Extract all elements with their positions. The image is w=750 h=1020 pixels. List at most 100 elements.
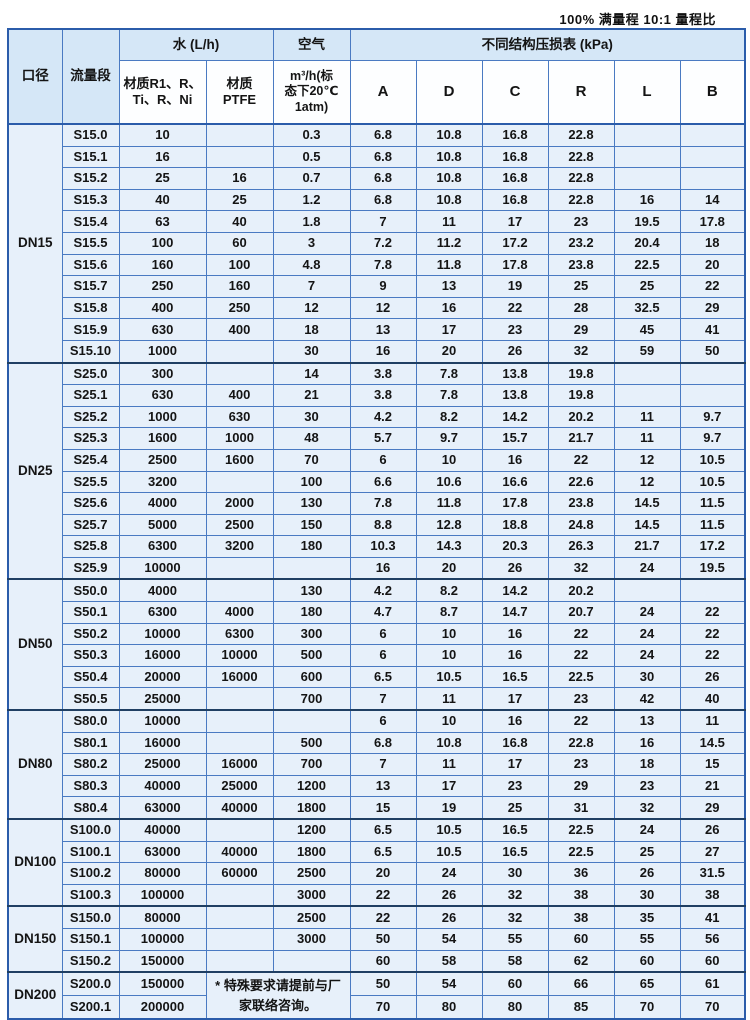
water-ptfe-cell: 400 [205, 318, 274, 341]
water-r1-cell: 5000 [118, 513, 207, 537]
table-row: S50.1 6300 4000 180 4.7 8.7 14.7 20.7 24 22 [8, 601, 746, 624]
header-kpa-d: D [415, 60, 483, 125]
kpa-l-cell: 19.5 [613, 210, 681, 233]
water-r1-cell: 400 [118, 296, 207, 320]
kpa-c-cell: 20.3 [481, 535, 549, 558]
kpa-c-cell: 16.8 [481, 188, 549, 212]
kpa-l-cell: 26 [613, 862, 681, 885]
water-ptfe-cell [205, 905, 274, 929]
flow-segment-cell: S50.0 [61, 578, 120, 603]
kpa-c-cell: 17.8 [481, 492, 549, 515]
diameter-cell: DN15 [7, 123, 63, 364]
kpa-l-cell: 55 [613, 927, 681, 951]
diameter-cell: DN100 [7, 818, 63, 907]
table-row: S50.5 25000 700 7 11 17 23 42 40 [8, 687, 746, 711]
air-flow-cell: 7 [272, 275, 351, 298]
kpa-a-cell: 22 [349, 905, 417, 929]
diameter-cell: DN25 [7, 362, 63, 580]
table-row: S100.3 100000 3000 22 26 32 38 30 38 [8, 883, 746, 907]
kpa-r-cell: 62 [547, 949, 615, 973]
air-flow-cell: 500 [272, 731, 351, 755]
flow-segment-cell: S150.0 [61, 905, 120, 929]
kpa-r-cell: 66 [547, 971, 615, 997]
kpa-c-cell: 16 [481, 622, 549, 646]
kpa-a-cell: 6.5 [349, 840, 417, 864]
kpa-b-cell: 40 [679, 687, 746, 711]
kpa-r-cell: 85 [547, 995, 615, 1020]
water-r1-cell: 10000 [118, 556, 207, 580]
water-ptfe-cell [205, 145, 274, 169]
table-row: S15.8 400 250 12 12 16 22 28 32.5 29 [8, 296, 746, 320]
kpa-a-cell: 60 [349, 949, 417, 973]
flow-segment-cell: S50.5 [61, 687, 120, 711]
kpa-b-cell: 61 [679, 971, 746, 997]
kpa-r-cell: 38 [547, 883, 615, 907]
kpa-l-cell: 22.5 [613, 253, 681, 277]
kpa-b-cell: 31.5 [679, 862, 746, 885]
kpa-d-cell: 7.8 [415, 384, 483, 407]
kpa-d-cell: 11.2 [415, 231, 483, 255]
kpa-b-cell: 41 [679, 905, 746, 929]
kpa-c-cell: 16 [481, 644, 549, 667]
kpa-l-cell: 24 [613, 556, 681, 580]
kpa-c-cell: 16.8 [481, 145, 549, 169]
kpa-d-cell: 16 [415, 296, 483, 320]
water-r1-cell: 1000 [118, 339, 207, 364]
header-kpa-c: C [481, 60, 549, 125]
kpa-a-cell: 6.8 [349, 145, 417, 169]
air-flow-cell: 4.8 [272, 253, 351, 277]
kpa-a-cell: 6 [349, 709, 417, 733]
kpa-r-cell: 29 [547, 318, 615, 341]
table-row: S25.8 6300 3200 180 10.3 14.3 20.3 26.3 21.7 17.2 [8, 535, 746, 558]
table-row: S50.4 20000 16000 600 6.5 10.5 16.5 22.5 30 26 [8, 665, 746, 689]
table-row: DN150 S150.0 80000 2500 22 26 32 38 35 41 [7, 905, 746, 973]
kpa-l-cell: 11 [613, 405, 681, 429]
kpa-d-cell: 17 [415, 774, 483, 798]
kpa-c-cell: 14.2 [481, 578, 549, 603]
kpa-l-cell [613, 167, 681, 190]
kpa-d-cell: 7.8 [415, 362, 483, 386]
kpa-a-cell: 4.7 [349, 601, 417, 624]
water-r1-cell: 25000 [118, 687, 207, 711]
water-r1-cell: 63000 [118, 840, 207, 864]
header-flow-segment: 流量段 [61, 28, 120, 125]
kpa-a-cell: 20 [349, 862, 417, 885]
kpa-c-cell: 13.8 [481, 384, 549, 407]
water-ptfe-cell [205, 470, 274, 494]
air-flow-cell: 1800 [272, 840, 351, 864]
air-flow-cell: 2500 [272, 905, 351, 929]
kpa-c-cell: 14.7 [481, 601, 549, 624]
table-row: S25.1 630 400 21 3.8 7.8 13.8 19.8 [8, 384, 746, 407]
water-r1-cell: 40 [118, 188, 207, 212]
group-dn100: DN100 S100.0 40000 1200 6.5 10.5 16.5 22.5 24 26 S… [7, 818, 746, 907]
kpa-a-cell: 50 [349, 971, 417, 997]
kpa-l-cell [613, 362, 681, 386]
water-ptfe-cell: 400 [205, 384, 274, 407]
kpa-r-cell: 23.8 [547, 253, 615, 277]
kpa-b-cell: 17.8 [679, 210, 746, 233]
water-ptfe-cell: 100 [205, 253, 274, 277]
kpa-d-cell: 19 [415, 796, 483, 820]
header-row-groups: 口径 流量段 水 (L/h) 空气 不同结构压损表 (kPa) [7, 28, 746, 125]
kpa-a-cell: 6.8 [349, 123, 417, 147]
kpa-r-cell: 23.2 [547, 231, 615, 255]
kpa-r-cell: 60 [547, 927, 615, 951]
water-ptfe-cell: 16000 [205, 665, 274, 689]
kpa-d-cell: 10.8 [415, 167, 483, 190]
table-row: S15.10 1000 30 16 20 26 32 59 50 [8, 339, 746, 364]
table-row: S25.6 4000 2000 130 7.8 11.8 17.8 23.8 14.5 11.5 [8, 492, 746, 515]
kpa-c-cell: 16 [481, 448, 549, 472]
water-ptfe-cell: 630 [205, 405, 274, 429]
kpa-b-cell: 20 [679, 253, 746, 277]
kpa-d-cell: 10.6 [415, 470, 483, 494]
kpa-b-cell: 22 [679, 622, 746, 646]
kpa-d-cell: 13 [415, 275, 483, 298]
kpa-b-cell [679, 362, 746, 386]
kpa-r-cell: 32 [547, 556, 615, 580]
kpa-b-cell: 11.5 [679, 492, 746, 515]
kpa-c-cell: 18.8 [481, 513, 549, 537]
flow-segment-cell: S15.5 [61, 231, 120, 255]
water-ptfe-cell: 10000 [205, 644, 274, 667]
water-r1-cell: 250 [118, 275, 207, 298]
kpa-a-cell: 13 [349, 318, 417, 341]
